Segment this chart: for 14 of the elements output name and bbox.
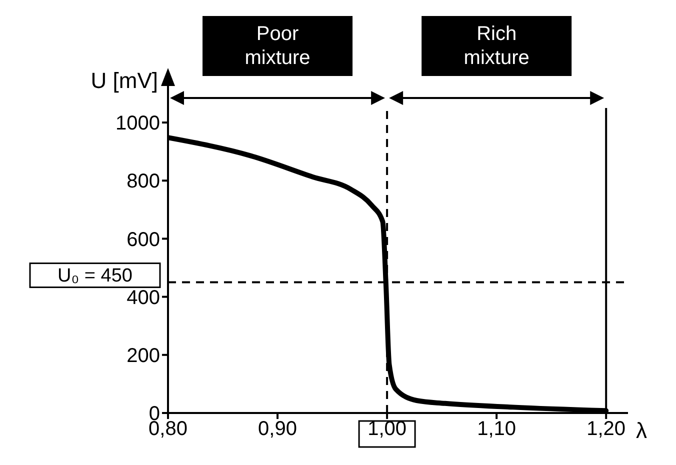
y-tick-label: 1000 bbox=[116, 112, 160, 135]
text: Poor mixture bbox=[244, 23, 310, 69]
x-tick-label: 1,20 bbox=[586, 418, 626, 440]
x-tick-label: 0,90 bbox=[258, 418, 297, 440]
ref-line-label: U₀ = 450 bbox=[58, 265, 132, 286]
x-axis-title: λ bbox=[636, 418, 647, 443]
x-tick-label: 1,10 bbox=[477, 418, 516, 440]
y-axis-title: U [mV] bbox=[90, 68, 158, 93]
y-tick-label: 800 bbox=[126, 170, 160, 193]
y-tick-label: 200 bbox=[126, 345, 160, 368]
y-tick-label: 400 bbox=[126, 286, 160, 309]
text: Rich mixture bbox=[464, 23, 530, 69]
y-tick-label: 600 bbox=[126, 228, 160, 251]
x-tick-label: 1,00 bbox=[368, 418, 407, 440]
